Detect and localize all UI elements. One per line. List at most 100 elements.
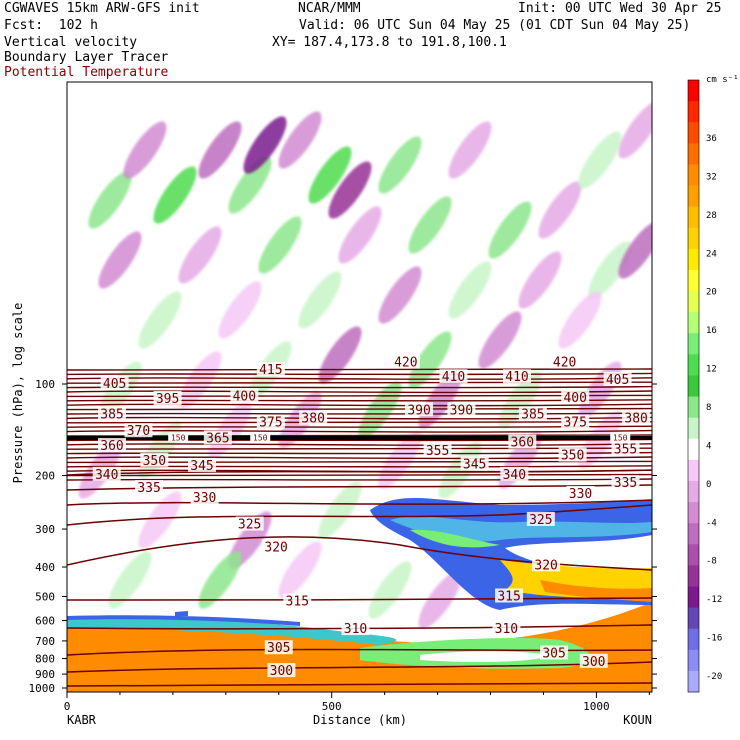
theta-small-label: 150 <box>613 434 628 443</box>
colorbar-swatch <box>688 502 699 524</box>
velocity-cell <box>178 351 222 409</box>
theta-label: 300 <box>270 664 293 679</box>
tracer-pocket-hole <box>420 651 550 663</box>
colorbar-swatch <box>688 80 699 102</box>
colorbar-label: -16 <box>706 634 722 644</box>
colorbar-swatch <box>688 649 699 672</box>
velocity-cell <box>228 156 272 214</box>
field-label-potential-temperature: Potential Temperature <box>4 65 169 80</box>
theta-label-bg <box>98 406 126 421</box>
y-tick-label: 400 <box>35 561 55 574</box>
velocity-cell <box>138 491 182 549</box>
theta-contour <box>67 682 652 687</box>
velocity-cell <box>198 551 242 609</box>
colorbar-label: 12 <box>706 365 717 375</box>
colorbar-swatch <box>688 565 699 587</box>
y-tick-label: 600 <box>35 615 55 628</box>
colorbar-swatch <box>688 354 699 376</box>
velocity-cell <box>218 281 262 339</box>
theta-contour <box>67 399 652 402</box>
velocity-cell <box>558 291 602 349</box>
theta-label-bg <box>540 645 569 660</box>
theta-label-bg <box>508 434 537 449</box>
theta-label: 390 <box>450 403 473 418</box>
colorbar-label: 0 <box>706 480 711 490</box>
velocity-cell <box>318 481 362 539</box>
velocity-cell <box>308 146 352 204</box>
colorbar-swatch <box>688 438 699 461</box>
colorbar-swatch <box>688 206 699 229</box>
theta-label: 355 <box>426 444 449 459</box>
theta-label-bg <box>267 663 296 678</box>
theta-label: 410 <box>442 370 465 385</box>
theta-label: 325 <box>238 518 261 533</box>
tracer-edge-cyan <box>67 617 397 645</box>
theta-label-bg <box>203 430 232 445</box>
theta-label: 305 <box>542 646 565 661</box>
colorbar-swatch <box>688 312 699 334</box>
theta-label-bg <box>235 516 264 531</box>
colorbar-frame <box>687 79 700 693</box>
velocity-cell <box>258 216 302 274</box>
theta-contour <box>67 390 652 394</box>
theta-label: 310 <box>344 622 367 637</box>
x-axis-label: Distance (km) <box>313 713 407 727</box>
colorbar-label: 8 <box>706 403 711 413</box>
colorbar-swatch <box>688 480 699 503</box>
theta-label: 420 <box>394 356 417 371</box>
theta-contour <box>67 465 652 468</box>
velocity-cell <box>418 571 462 629</box>
theta-contour <box>67 536 652 571</box>
velocity-cell <box>378 136 422 194</box>
theta-label-bg <box>447 402 476 417</box>
theta-label: 410 <box>505 370 528 385</box>
colorbar-swatch <box>688 628 699 651</box>
velocity-cell <box>278 541 322 599</box>
theta-label-bg <box>256 414 285 429</box>
colorbar-label: -20 <box>706 672 722 682</box>
theta-label-bg <box>460 456 489 471</box>
colorbar: 36 32 28 24 20 16 12 8 4 0 -4 -8 -12 -16 -20 <box>687 79 722 693</box>
velocity-cell <box>243 116 287 174</box>
colorbar-swatch <box>688 586 699 608</box>
theta-contour <box>67 394 652 398</box>
theta-label: 345 <box>463 458 486 473</box>
theta-label-bg <box>518 406 547 421</box>
velocity-cell <box>618 221 652 279</box>
theta-label: 375 <box>563 416 586 431</box>
colorbar-swatch <box>688 164 699 186</box>
theta-label-bg <box>500 466 529 481</box>
theta-label-bg <box>558 447 587 462</box>
theta-small-label-bg <box>168 432 189 442</box>
theta-small-label-bg <box>250 432 271 442</box>
colorbar-swatch <box>688 459 699 482</box>
velocity-cell <box>448 121 492 179</box>
theta-label: 375 <box>259 416 282 431</box>
theta-label-bg <box>299 410 328 425</box>
cross-section-endpoints: XY= 187.4,173.8 to 191.8,100.1 <box>272 35 507 50</box>
tracer-edge-blue <box>67 615 300 626</box>
theta-contour <box>67 407 652 411</box>
velocity-cell <box>123 121 167 179</box>
y-tick-label: 500 <box>35 590 55 603</box>
theta-label-bg <box>503 369 531 384</box>
velocity-cell <box>178 226 222 284</box>
colorbar-swatch <box>688 523 699 545</box>
colorbar-unit: cm s⁻¹ <box>706 75 739 85</box>
theta-label: 385 <box>100 408 123 423</box>
colorbar-label: 20 <box>706 288 717 298</box>
theta-label: 385 <box>521 408 544 423</box>
colorbar-label: 4 <box>706 441 711 451</box>
theta-label: 405 <box>606 373 629 388</box>
velocity-cell <box>138 291 182 349</box>
velocity-cell <box>108 551 152 609</box>
velocity-cell <box>338 206 382 264</box>
theta-label-bg <box>566 485 595 500</box>
forecast-hour: Fcst: 102 h <box>4 18 98 33</box>
theta-label: 350 <box>561 449 584 464</box>
theta-label: 355 <box>614 442 637 457</box>
velocity-cell <box>153 166 197 224</box>
theta-label-bg <box>495 588 524 603</box>
